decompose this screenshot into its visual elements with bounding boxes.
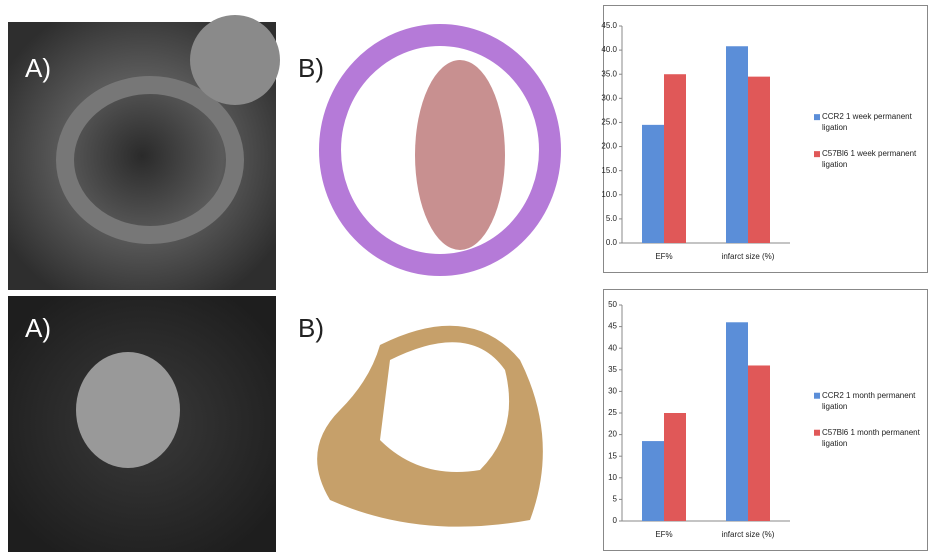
legend-entry: CCR2 1 month permanent ligation (822, 390, 916, 411)
y-tick-label: 30 (608, 387, 617, 396)
legend-entry: C57Bl6 1 week permanent ligation (822, 149, 917, 170)
legend-swatch (814, 151, 820, 158)
y-tick-label: 40 (608, 343, 617, 352)
y-tick-label: 30.0 (601, 93, 617, 102)
bar (748, 365, 770, 521)
y-tick-label: 25.0 (601, 118, 617, 127)
legend-entry: CCR2 1 week permanent ligation (822, 112, 912, 133)
y-tick-label: 20 (608, 430, 617, 439)
histology-image (319, 24, 561, 276)
mri-structure (56, 76, 244, 244)
x-tick-label: infarct size (%) (722, 530, 775, 539)
x-tick-label: EF% (655, 252, 672, 261)
bar (642, 441, 664, 521)
panel-label: B) (298, 313, 324, 343)
y-tick-label: 5.0 (606, 214, 618, 223)
y-tick-label: 0 (613, 516, 618, 525)
legend-swatch (814, 429, 820, 436)
y-tick-label: 10 (608, 473, 617, 482)
mri-structure (190, 15, 280, 105)
y-tick-label: 0.0 (606, 238, 618, 247)
histology-image (415, 60, 505, 250)
panel-label: A) (25, 313, 51, 343)
y-tick-label: 15 (608, 451, 617, 460)
y-tick-label: 20.0 (601, 142, 617, 151)
mri-structure (76, 352, 180, 468)
y-tick-label: 5 (613, 495, 618, 504)
bar (726, 322, 748, 521)
y-tick-label: 35 (608, 365, 617, 374)
legend-label: C57Bl6 1 week permanent ligation (822, 149, 917, 170)
legend-swatch (814, 114, 820, 121)
y-tick-label: 45 (608, 322, 617, 331)
y-tick-label: 50 (608, 300, 617, 309)
legend-label: CCR2 1 month permanent ligation (822, 390, 916, 411)
y-tick-label: 40.0 (601, 45, 617, 54)
y-tick-label: 45.0 (601, 21, 617, 30)
y-tick-label: 15.0 (601, 166, 617, 175)
legend-label: CCR2 1 week permanent ligation (822, 112, 912, 133)
y-tick-label: 10.0 (601, 190, 617, 199)
panel-label: B) (298, 53, 324, 83)
x-tick-label: EF% (655, 530, 672, 539)
bar (664, 413, 686, 521)
legend-swatch (814, 392, 820, 399)
bar (664, 74, 686, 243)
y-tick-label: 35.0 (601, 69, 617, 78)
bar (642, 124, 664, 243)
panel-label: A) (25, 53, 51, 83)
y-tick-label: 25 (608, 408, 617, 417)
x-tick-label: infarct size (%) (722, 252, 775, 261)
legend-entry: C57Bl6 1 month permanent ligation (822, 427, 920, 448)
histology-image (380, 342, 510, 472)
bar (726, 46, 748, 244)
bar (748, 76, 770, 243)
legend-label: C57Bl6 1 month permanent ligation (822, 427, 920, 448)
